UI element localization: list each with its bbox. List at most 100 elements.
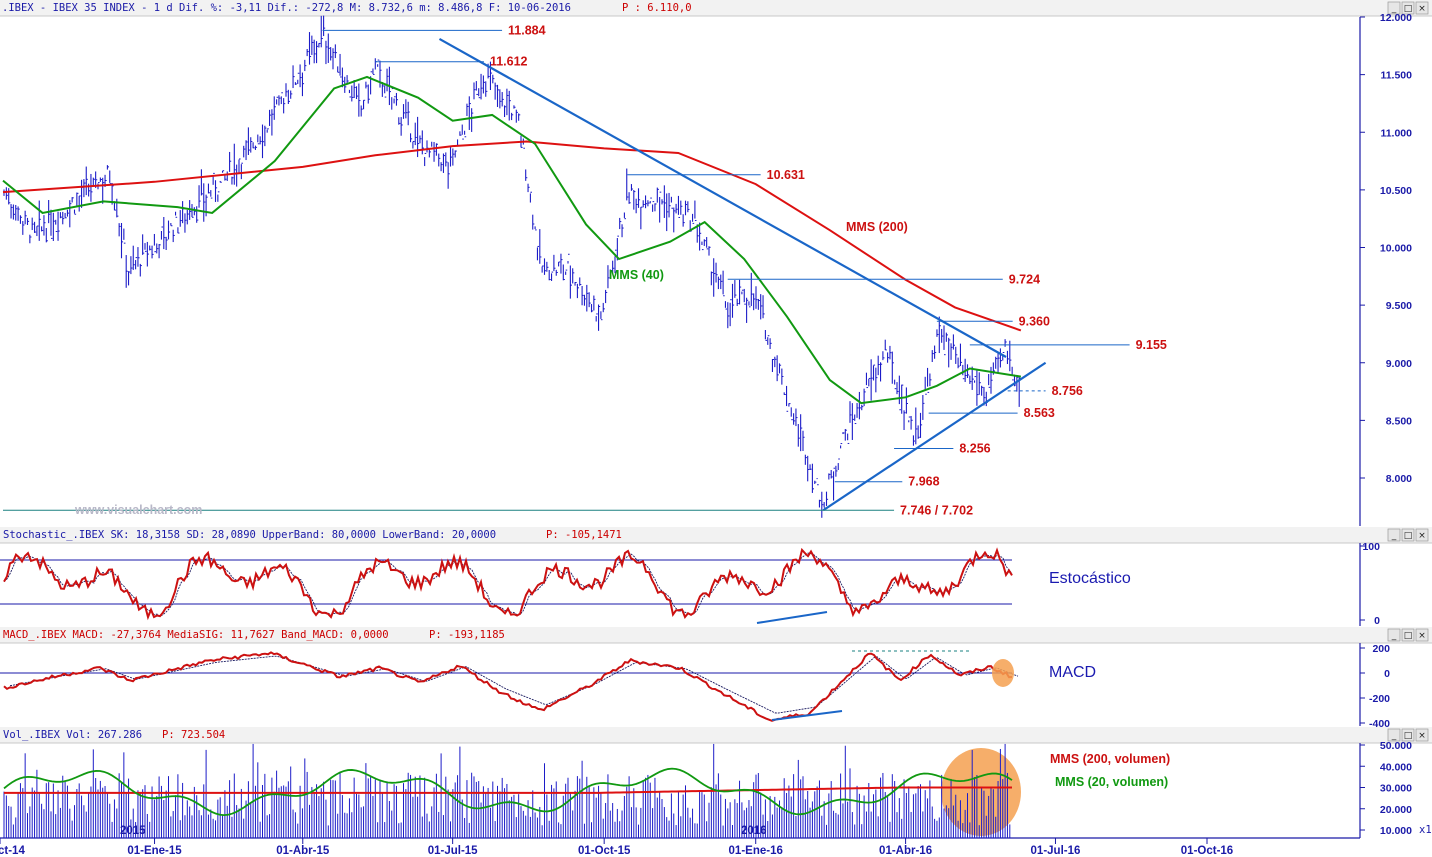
macd-divergence-line <box>771 710 843 721</box>
maximize-icon: □ <box>1404 631 1413 641</box>
price-y-tick-label: 11.500 <box>1380 70 1412 82</box>
vol-y-tick-label: 40.000 <box>1380 761 1412 773</box>
close-icon: × <box>1418 531 1426 541</box>
level-label: 8.756 <box>1052 384 1083 398</box>
macd-y-tick-label: 0 <box>1384 668 1390 680</box>
minimize-button[interactable] <box>1387 628 1401 642</box>
trend-up-line <box>822 361 1047 512</box>
minimize-icon: _ <box>1391 531 1397 541</box>
maximize-icon: □ <box>1404 531 1413 541</box>
macd-highlight <box>992 659 1014 687</box>
level-label: 9.724 <box>1009 272 1040 286</box>
minimize-icon: _ <box>1391 731 1397 741</box>
close-button[interactable] <box>1415 728 1429 742</box>
price-y-tick-label: 11.000 <box>1380 127 1412 139</box>
vol-mms20-label: MMS (20, volumen) <box>1055 775 1168 789</box>
maximize-icon: □ <box>1404 4 1413 14</box>
series-mms40-line <box>2 75 1022 405</box>
x-tick-label: ct-14 <box>0 845 25 857</box>
stoch-divergence-line <box>756 611 828 624</box>
minimize-button[interactable] <box>1387 1 1401 15</box>
x-tick-label: 01-Oct-15 <box>578 845 631 857</box>
x10-label: x10 <box>1419 824 1432 836</box>
close-icon: × <box>1418 731 1426 741</box>
level-label: 8.563 <box>1024 406 1055 420</box>
volume-highlight <box>941 748 1021 836</box>
price-y-tick-label: 10.500 <box>1380 185 1412 197</box>
stoch-y-tick-label: 0 <box>1374 615 1380 627</box>
price-y-tick-label: 8.000 <box>1386 473 1412 485</box>
volume-mms200-line <box>4 786 1012 794</box>
macd-line <box>3 651 1013 722</box>
vol-mms200-label: MMS (200, volumen) <box>1050 752 1170 766</box>
panel-header-bar <box>0 627 1432 643</box>
price-y-tick-label: 8.500 <box>1386 415 1412 427</box>
panel-header-bar <box>0 527 1432 543</box>
vol-y-tick-label: 50.000 <box>1380 740 1412 752</box>
close-button[interactable] <box>1415 1 1429 15</box>
x-tick-label: 01-Jul-16 <box>1031 845 1081 857</box>
level-label: 7.968 <box>908 475 939 489</box>
trend-down-line <box>438 37 1007 358</box>
level-label: 11.884 <box>508 23 546 37</box>
level-label: 11.612 <box>490 55 528 69</box>
macd-y-tick-label: -400 <box>1369 718 1390 730</box>
x-tick-label: 01-Abr-16 <box>879 845 932 857</box>
watermark: www.visualchart.com <box>74 503 202 517</box>
minimize-button[interactable] <box>1387 528 1401 542</box>
x-tick-label: 01-Oct-16 <box>1181 845 1233 857</box>
level-label: 10.631 <box>767 168 805 182</box>
price-header-p: P : 6.110,0 <box>622 2 692 14</box>
mms40-label: MMS (40) <box>609 268 664 282</box>
close-button[interactable] <box>1415 628 1429 642</box>
x-tick-label: 01-Jul-15 <box>428 845 478 857</box>
vol-y-tick-label: 20.000 <box>1380 804 1412 816</box>
volume-mms20-line <box>3 767 1013 816</box>
stoch-title: Estocástico <box>1049 570 1131 587</box>
x-tick-label: 01-Ene-16 <box>729 845 783 857</box>
close-button[interactable] <box>1415 528 1429 542</box>
price-y-tick-label: 12.000 <box>1380 12 1412 24</box>
level-label: 8.256 <box>959 441 990 455</box>
price-y-tick-label: 9.000 <box>1386 358 1412 370</box>
minimize-button[interactable] <box>1387 728 1401 742</box>
close-icon: × <box>1418 631 1426 641</box>
maximize-icon: □ <box>1404 731 1413 741</box>
maximize-button[interactable] <box>1401 628 1415 642</box>
macd-header-p: P: -193,1185 <box>429 629 505 641</box>
macd-y-tick-label: 200 <box>1372 643 1390 655</box>
level-label: 9.360 <box>1019 314 1050 328</box>
mms200-label: MMS (200) <box>846 220 908 234</box>
macd-title: MACD <box>1049 664 1096 681</box>
level-label: 7.746 / 7.702 <box>900 503 973 517</box>
macd-header: MACD_.IBEX MACD: -27,3764 MediaSIG: 11,7… <box>3 629 389 641</box>
price-y-tick-label: 10.000 <box>1380 243 1412 255</box>
maximize-button[interactable] <box>1401 728 1415 742</box>
vol-header: Vol_.IBEX Vol: 267.286 <box>3 729 142 741</box>
series-mms200-line <box>2 140 1022 332</box>
macd-signal-line <box>9 655 1019 714</box>
maximize-button[interactable] <box>1401 528 1415 542</box>
stoch-sk-line <box>3 547 1013 621</box>
panel-header-bar <box>0 0 1432 16</box>
price-header: .IBEX - IBEX 35 INDEX - 1 d Dif. %: -3,1… <box>2 2 571 14</box>
stoch-y-tick-label: 100 <box>1362 541 1380 553</box>
x-tick-label: 01-Abr-15 <box>276 845 330 857</box>
level-label: 9.155 <box>1136 338 1167 352</box>
stoch-header-p: P: -105,1471 <box>546 529 622 541</box>
x-tick-label: 01-Ene-15 <box>127 845 182 857</box>
vol-y-tick-label: 10.000 <box>1380 825 1412 837</box>
close-icon: × <box>1418 4 1426 14</box>
minimize-icon: _ <box>1391 631 1397 641</box>
year-2015-label: 2015 <box>120 825 146 837</box>
maximize-button[interactable] <box>1401 1 1415 15</box>
year-2016-label: 2016 <box>741 825 767 837</box>
vol-header-p: P: 723.504 <box>162 729 225 741</box>
stoch-header: Stochastic_.IBEX SK: 18,3158 SD: 28,0890… <box>3 529 496 541</box>
macd-y-tick-label: -200 <box>1369 693 1390 705</box>
panel-chrome: _ □ × _ □ × _ □ × _ □ × <box>0 0 1432 839</box>
minimize-icon: _ <box>1391 4 1397 14</box>
price-y-tick-label: 9.500 <box>1386 300 1412 312</box>
